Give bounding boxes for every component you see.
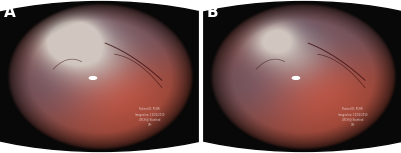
Circle shape (0, 2, 297, 151)
Text: Patient ID: PCHR
Imaged on: 11/02/2010
LRCH @ Stanford
OPr: Patient ID: PCHR Imaged on: 11/02/2010 L… (337, 107, 367, 127)
Text: B: B (207, 5, 218, 20)
Text: Patient ID: PCHR
Imaged on: 11/02/2010
LRCH @ Stanford
OPr: Patient ID: PCHR Imaged on: 11/02/2010 L… (135, 107, 164, 127)
Text: A: A (4, 5, 16, 20)
Circle shape (106, 2, 401, 151)
Circle shape (292, 77, 299, 79)
Circle shape (89, 77, 96, 79)
